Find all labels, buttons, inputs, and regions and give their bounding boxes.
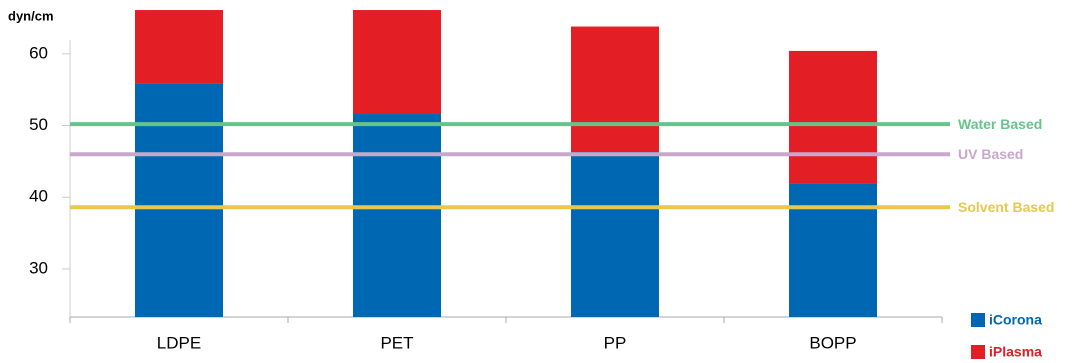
legend-swatch	[971, 345, 985, 359]
y-tick-label: 50	[29, 115, 48, 134]
bar-segment	[789, 183, 877, 317]
bar-segment	[353, 114, 441, 317]
y-axis-label: dyn/cm	[8, 8, 54, 23]
x-tick-label: LDPE	[157, 333, 201, 352]
reference-label: Water Based	[958, 116, 1042, 132]
reference-label: Solvent Based	[958, 199, 1054, 215]
bar-segment	[353, 10, 441, 115]
bar-segment	[135, 10, 223, 84]
legend-label: iPlasma	[989, 344, 1042, 360]
y-tick-label: 30	[29, 258, 48, 277]
legend-label: iCorona	[989, 312, 1042, 328]
reference-label: UV Based	[958, 146, 1023, 162]
legend-swatch	[971, 313, 985, 327]
y-tick-label: 40	[29, 187, 48, 206]
x-tick-label: BOPP	[809, 333, 856, 352]
bar-segment	[571, 26, 659, 153]
x-tick-label: PET	[380, 333, 413, 352]
x-tick-label: PP	[604, 333, 627, 352]
y-tick-label: 60	[29, 43, 48, 62]
bar-segment	[571, 152, 659, 317]
bar-segment	[789, 50, 877, 184]
bar-segment	[135, 83, 223, 317]
